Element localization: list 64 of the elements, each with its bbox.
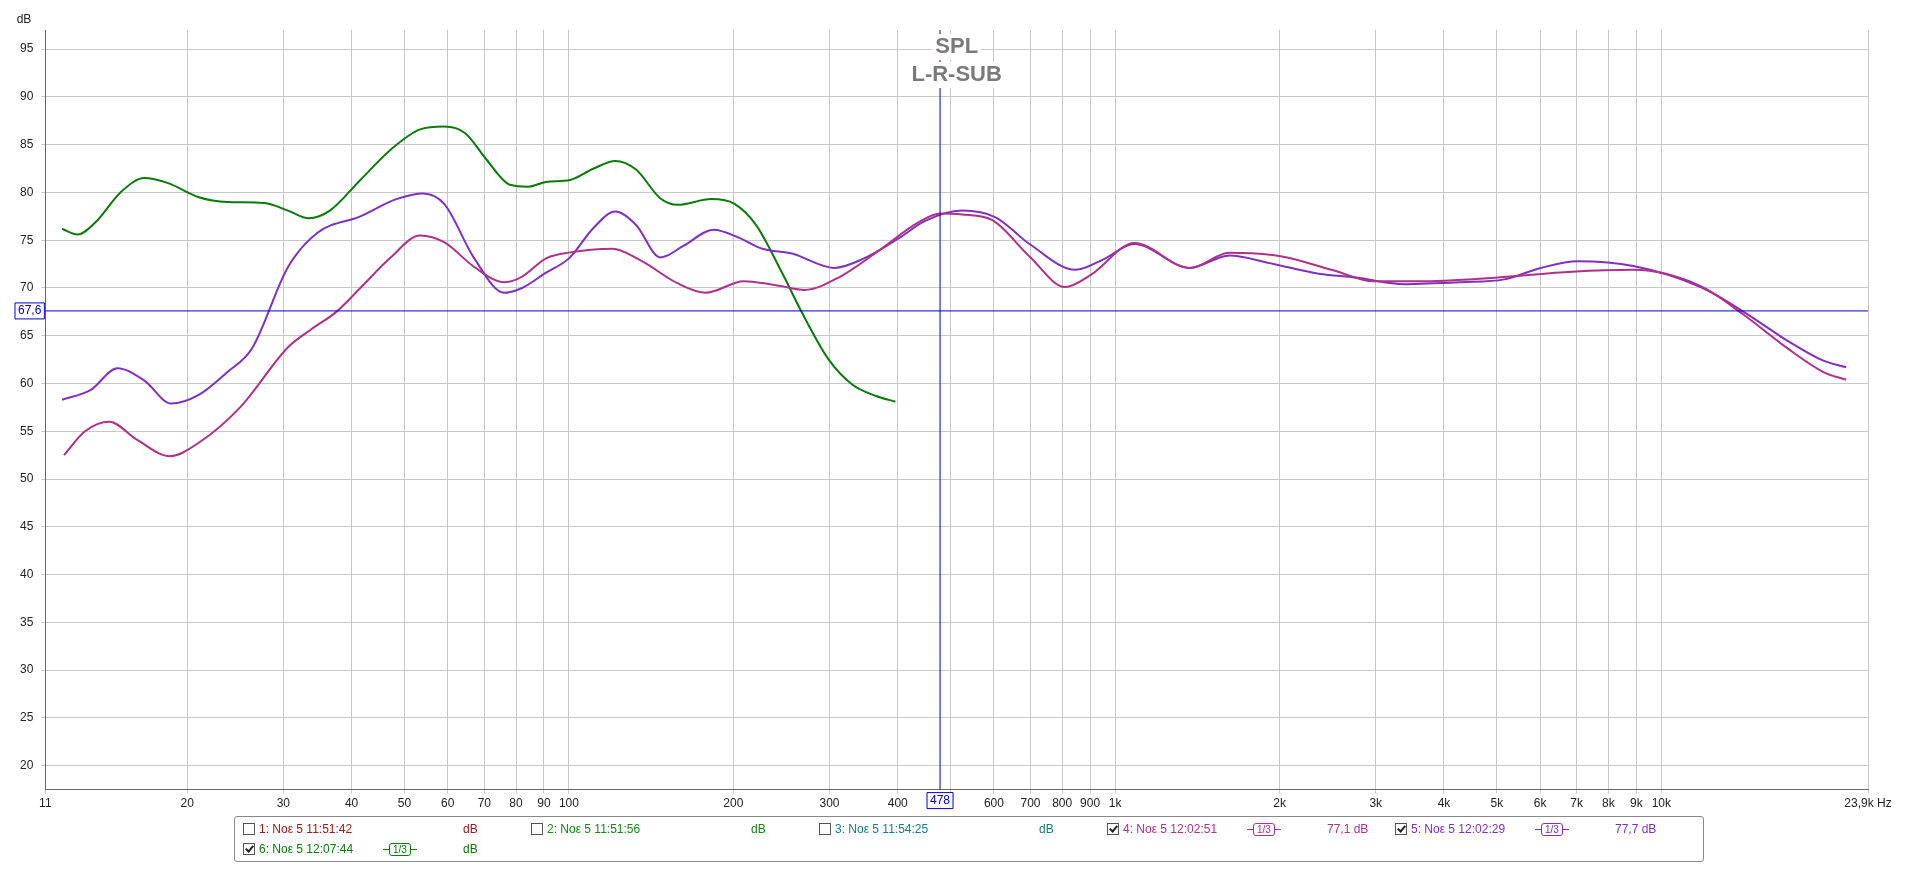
text: 1/3 bbox=[1253, 822, 1275, 836]
ref-line-label: 478 bbox=[930, 792, 951, 807]
x-tick-label: 600 bbox=[983, 796, 1005, 811]
text: 1/3 bbox=[389, 842, 411, 856]
x-tick-label: 20 bbox=[180, 796, 195, 811]
x-tick-label: 6k bbox=[1533, 796, 1548, 811]
y-tick-label: 30 bbox=[19, 662, 34, 677]
text: 1/3 bbox=[1541, 822, 1563, 836]
text: L-R-SUB bbox=[911, 61, 1002, 87]
y-tick-label: 85 bbox=[19, 136, 34, 151]
x-tick-label: 4k bbox=[1437, 796, 1452, 811]
x-tick-label: 23,9k Hz bbox=[1844, 796, 1892, 811]
x-tick-label: 1k bbox=[1108, 796, 1123, 811]
x-tick-label: 2k bbox=[1273, 796, 1287, 811]
text: 5: Νοε 5 12:02:29 bbox=[1411, 822, 1507, 836]
text: 4: Νοε 5 12:02:51 bbox=[1123, 822, 1219, 836]
text: dB bbox=[463, 842, 478, 856]
chart-title: SPL bbox=[935, 33, 979, 59]
x-tick-label: 3k bbox=[1369, 796, 1384, 811]
text: 77,1 dB bbox=[1327, 822, 1369, 836]
ref-line-label: 67,6 bbox=[17, 303, 42, 318]
x-tick-label: 11 bbox=[39, 796, 52, 811]
x-tick-label: 800 bbox=[1052, 796, 1073, 811]
y-tick-label: 45 bbox=[19, 519, 34, 534]
y-tick-label: 70 bbox=[19, 280, 34, 295]
x-tick-label: 400 bbox=[887, 796, 909, 811]
y-tick-label: 60 bbox=[19, 375, 34, 390]
x-tick-label: 5k bbox=[1490, 796, 1505, 811]
text: 1: Νοε 5 11:51:42 bbox=[259, 822, 354, 836]
x-tick-label: 7k bbox=[1570, 796, 1585, 811]
text: 6: Νοε 5 12:07:44 bbox=[259, 842, 355, 856]
text: 3: Νοε 5 11:54:25 bbox=[835, 822, 930, 836]
x-tick-label: 40 bbox=[344, 796, 359, 811]
y-tick-label: 35 bbox=[19, 614, 34, 629]
text: 77,7 dB bbox=[1615, 822, 1657, 836]
y-tick-label: 90 bbox=[19, 89, 34, 104]
x-tick-label: 10k bbox=[1651, 796, 1672, 811]
x-tick-label: 70 bbox=[477, 796, 492, 811]
x-tick-label: 30 bbox=[276, 796, 291, 811]
y-tick-label: 75 bbox=[19, 232, 34, 247]
x-tick-label: 50 bbox=[397, 796, 412, 811]
y-tick-label: 40 bbox=[19, 566, 34, 581]
x-tick-label: 300 bbox=[819, 796, 840, 811]
y-tick-label: 80 bbox=[19, 184, 34, 199]
x-tick-label: 200 bbox=[723, 796, 744, 811]
text: 2: Νοε 5 11:51:56 bbox=[547, 822, 642, 836]
y-tick-label: 50 bbox=[19, 471, 34, 486]
x-tick-label: 9k bbox=[1629, 796, 1644, 811]
y-tick-label: 25 bbox=[19, 710, 34, 725]
text: dB bbox=[751, 822, 766, 836]
y-tick-label: 20 bbox=[19, 758, 34, 773]
y-axis-title: dB bbox=[16, 12, 32, 27]
y-tick-label: 65 bbox=[19, 328, 34, 343]
x-tick-label: 90 bbox=[537, 796, 551, 811]
x-tick-label: 900 bbox=[1080, 796, 1101, 811]
y-tick-label: 95 bbox=[19, 41, 34, 56]
x-tick-label: 100 bbox=[558, 796, 580, 811]
text: dB bbox=[463, 822, 478, 836]
x-tick-label: 700 bbox=[1020, 796, 1041, 811]
y-tick-label: 55 bbox=[19, 423, 34, 438]
text: dB bbox=[1039, 822, 1054, 836]
x-tick-label: 80 bbox=[509, 796, 523, 811]
x-tick-label: 8k bbox=[1602, 796, 1616, 811]
x-tick-label: 60 bbox=[441, 796, 455, 811]
